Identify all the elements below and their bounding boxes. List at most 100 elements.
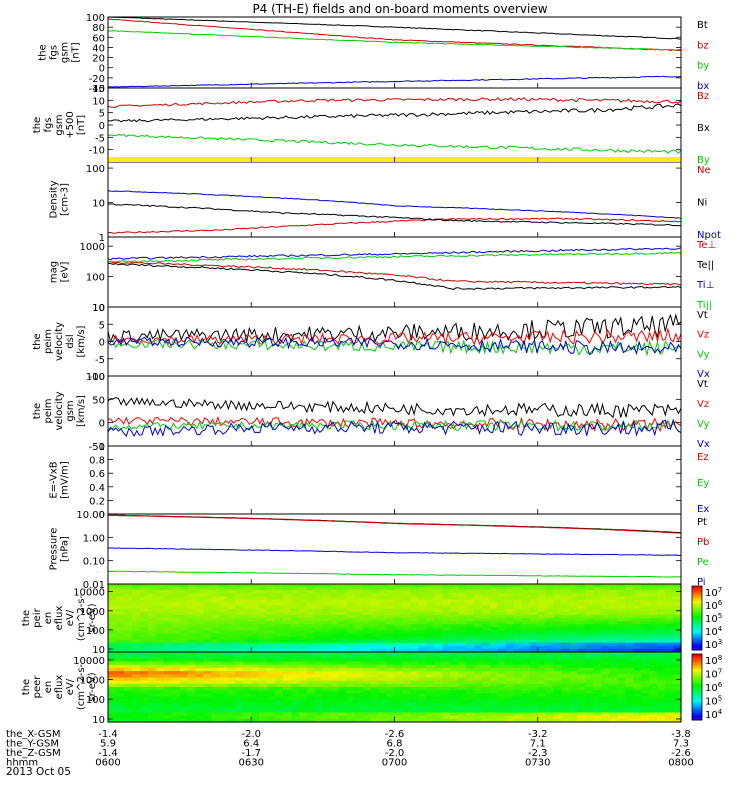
heatmap-cell (513, 642, 523, 647)
ylabel-line: fgs (43, 117, 54, 132)
heatmap-cell (657, 636, 666, 641)
heatmap-cell (267, 645, 276, 650)
heatmap-cell (354, 639, 364, 644)
heatmap-cell (545, 593, 555, 597)
heatmap-cell (362, 687, 372, 691)
heatmap-cell (362, 658, 372, 663)
heatmap-cell (569, 664, 579, 669)
heatmap-cell (338, 706, 348, 710)
heatmap-cell (243, 596, 252, 601)
heatmap-cell (131, 593, 141, 597)
heatmap-cell (593, 718, 603, 723)
heatmap-cell (609, 702, 618, 707)
heatmap-cell (115, 587, 125, 591)
heatmap-cell (561, 712, 571, 717)
heatmap-cell (370, 621, 380, 625)
heatmap-cell (505, 696, 515, 701)
heatmap-cell (442, 690, 451, 694)
heatmap-cell (665, 633, 674, 638)
heatmap-cell (299, 584, 308, 588)
heatmap-cell (108, 690, 117, 694)
heatmap-cell (219, 608, 228, 613)
heatmap-cell (283, 630, 292, 635)
heatmap-cell (275, 652, 284, 656)
heatmap-cell (251, 645, 260, 650)
heatmap-cell (179, 633, 189, 638)
heatmap-cell (569, 683, 579, 688)
heatmap-cell (521, 627, 531, 631)
heatmap-cell (657, 624, 666, 628)
ylabel-line: the (32, 333, 43, 349)
heatmap-cell (657, 690, 666, 694)
heatmap-cell (505, 602, 515, 607)
heatmap-cell (163, 596, 173, 601)
heatmap-cell (179, 621, 189, 625)
heatmap-cell (155, 693, 165, 698)
heatmap-cell (171, 611, 181, 616)
heatmap-cell (577, 674, 587, 679)
heatmap-cell (330, 715, 340, 720)
heatmap-cell (426, 633, 435, 638)
heatmap-cell (434, 664, 443, 669)
heatmap-cell (123, 611, 133, 616)
heatmap-cell (251, 624, 260, 628)
heatmap-cell (179, 642, 189, 647)
heatmap-cell (497, 584, 507, 588)
heatmap-cell (314, 630, 324, 635)
heatmap-cell (330, 696, 340, 701)
heatmap-cell (625, 652, 634, 656)
heatmap-cell (450, 667, 459, 672)
heatmap-cell (537, 693, 547, 698)
heatmap-cell (147, 652, 157, 656)
heatmap-cell (609, 652, 618, 656)
heatmap-cell (633, 712, 642, 717)
heatmap-cell (521, 712, 531, 717)
heatmap-cell (314, 633, 324, 638)
heatmap-cell (322, 621, 332, 625)
heatmap-cell (362, 652, 372, 656)
heatmap-cell (529, 718, 539, 723)
heatmap-cell (139, 633, 149, 638)
heatmap-cell (426, 680, 435, 685)
heatmap-cell (163, 608, 173, 613)
heatmap-cell (243, 696, 252, 701)
heatmap-cell (330, 677, 340, 682)
heatmap-cell (649, 611, 658, 616)
heatmap-cell (139, 608, 149, 613)
heatmap-cell (466, 677, 475, 682)
heatmap-cell (155, 699, 165, 704)
heatmap-cell (259, 611, 268, 616)
heatmap-cell (306, 584, 316, 588)
heatmap-cell (410, 667, 419, 672)
heatmap-cell (553, 639, 563, 644)
heatmap-cell (306, 587, 316, 591)
heatmap-cell (235, 658, 244, 663)
ylabel-line: gsm (54, 114, 65, 135)
heatmap-cell (123, 593, 133, 597)
heatmap-cell (219, 718, 228, 723)
heatmap-cell (131, 696, 141, 701)
heatmap-cell (227, 608, 236, 613)
heatmap-cell (108, 661, 117, 666)
heatmap-cell (283, 636, 292, 641)
heatmap-cell (569, 642, 579, 647)
heatmap-cell (283, 671, 292, 675)
heatmap-cell (139, 587, 149, 591)
heatmap-cell (235, 664, 244, 669)
heatmap-cell (545, 709, 555, 714)
heatmap-cell (370, 687, 380, 691)
heatmap-cell (322, 608, 332, 613)
heatmap-cell (458, 671, 467, 675)
series-fgs_gsm-3 (107, 75, 682, 88)
heatmap-cell (299, 683, 308, 688)
heatmap-cell (442, 639, 451, 644)
heatmap-cell (283, 608, 292, 613)
heatmap-cell (577, 621, 587, 625)
heatmap-cell (458, 605, 467, 610)
heatmap-cell (179, 706, 189, 710)
heatmap-cell (545, 655, 555, 659)
heatmap-cell (243, 611, 252, 616)
heatmap-cell (283, 655, 292, 659)
heatmap-cell (450, 605, 459, 610)
